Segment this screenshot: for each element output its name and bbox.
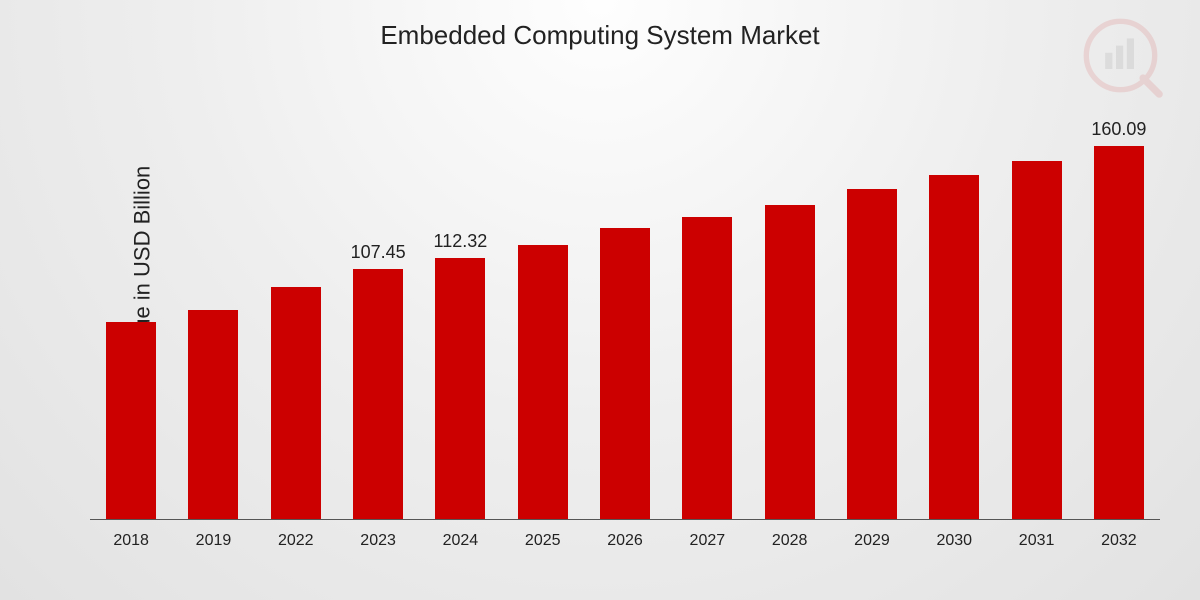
plot-area: 107.45 112.32 160.09 [90,100,1160,520]
x-axis-baseline [90,519,1160,520]
bar [765,205,815,520]
bar-slot [831,100,913,520]
bar: 107.45 [353,269,403,520]
bar-slot: 112.32 [419,100,501,520]
bar [929,175,979,520]
category-label: 2026 [584,532,666,550]
bar-value-label: 112.32 [434,231,488,252]
bar-value-label: 107.45 [351,242,406,263]
category-label: 2029 [831,532,913,550]
category-label: 2022 [255,532,337,550]
bar-slot: 160.09 [1078,100,1160,520]
bar [847,189,897,520]
bar [106,322,156,520]
bar-slot: 107.45 [337,100,419,520]
bar [600,228,650,520]
bar-slot [749,100,831,520]
bar-slot [255,100,337,520]
category-label: 2031 [995,532,1077,550]
bar [682,217,732,520]
bar-row: 107.45 112.32 160.09 [90,100,1160,520]
bar-slot [913,100,995,520]
bar-value-label: 160.09 [1091,119,1146,140]
category-label: 2024 [419,532,501,550]
bar-slot [584,100,666,520]
bar-slot [90,100,172,520]
bar-slot [995,100,1077,520]
bar [518,245,568,520]
category-label: 2025 [502,532,584,550]
category-label: 2018 [90,532,172,550]
category-label: 2023 [337,532,419,550]
bar: 160.09 [1094,146,1144,520]
category-label: 2028 [749,532,831,550]
bar-slot [666,100,748,520]
category-label: 2032 [1078,532,1160,550]
chart-title: Embedded Computing System Market [0,20,1200,51]
category-label: 2019 [172,532,254,550]
bar [271,287,321,520]
category-label: 2030 [913,532,995,550]
category-row: 2018201920222023202420252026202720282029… [90,532,1160,550]
bar [188,310,238,520]
category-label: 2027 [666,532,748,550]
bar: 112.32 [435,258,485,520]
bar-slot [502,100,584,520]
bar [1012,161,1062,520]
bar-slot [172,100,254,520]
